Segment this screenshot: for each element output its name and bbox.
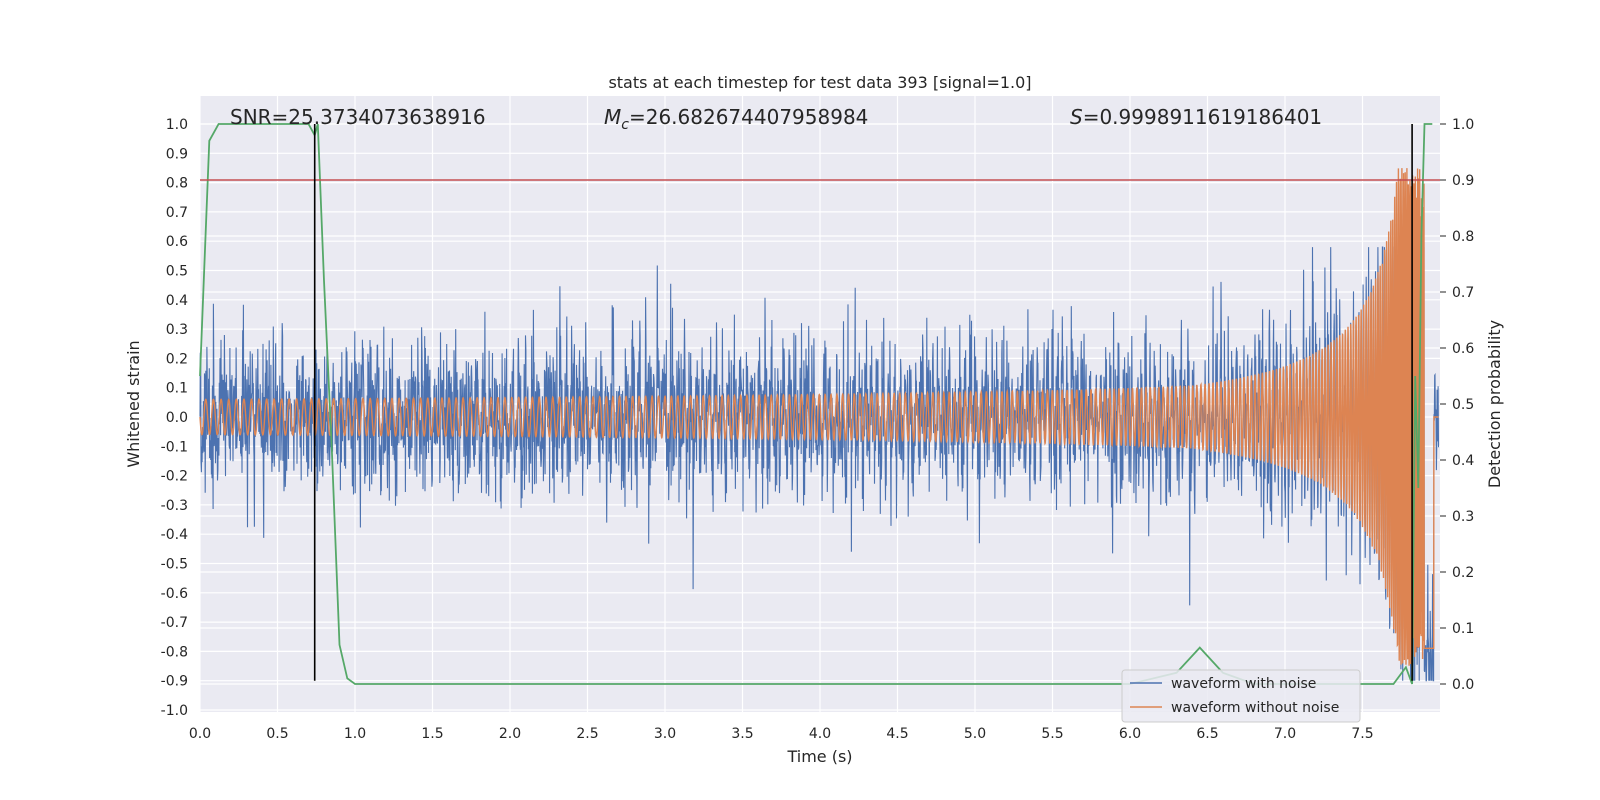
- legend-clean-label: waveform without noise: [1171, 700, 1339, 716]
- y-tick-labels: -1.0 -0.9 -0.8 -0.7 -0.6 -0.5 -0.4 -0.3 -0.2 -0.1…: [161, 117, 188, 719]
- chirp-mass-symbol: M: [604, 105, 621, 129]
- x-tick-labels: 0.0 0.5 1.0 1.5 2.0 2.5 3.0 3.5 4.0 4.5 5.0 5.5 6.0 6…: [189, 726, 1374, 742]
- s-symbol: S: [1070, 105, 1083, 129]
- y2-tick-label: 1.0: [1452, 117, 1474, 133]
- legend-noise-label: waveform with noise: [1171, 676, 1316, 692]
- y-tick-label: 0.2: [166, 351, 188, 367]
- x-tick-label: 2.0: [499, 726, 521, 742]
- y-tick-label: -0.4: [161, 527, 188, 543]
- y-tick-label: -0.7: [161, 615, 188, 631]
- y2-tick-label: 0.6: [1452, 341, 1474, 357]
- chart-title: stats at each timestep for test data 393…: [608, 73, 1031, 92]
- chirp-mass-value: =26.682674407958984: [629, 105, 868, 129]
- x-tick-label: 7.0: [1274, 726, 1296, 742]
- x-tick-label: 4.5: [886, 726, 908, 742]
- y-axis-label: Whitened strain: [124, 340, 143, 467]
- y-tick-label: 0.5: [166, 264, 188, 280]
- y-tick-label: 0.0: [166, 410, 188, 426]
- chirp-mass-annotation: Mc=26.682674407958984: [604, 105, 868, 133]
- clean-waveform-line: [199, 168, 1439, 666]
- y-tick-label: 0.7: [166, 205, 188, 221]
- y2-axis-label: Detection probability: [1485, 320, 1504, 488]
- x-tick-label: 3.0: [654, 726, 676, 742]
- x-tick-label: 0.5: [266, 726, 288, 742]
- x-tick-label: 6.0: [1119, 726, 1141, 742]
- y2-tick-label: 0.2: [1452, 565, 1474, 581]
- s-annotation: S=0.9998911619186401: [1070, 105, 1322, 129]
- s-value: =0.9998911619186401: [1083, 105, 1322, 129]
- y-tick-label: 0.8: [166, 176, 188, 192]
- y2-tick-label: 0.5: [1452, 397, 1474, 413]
- x-tick-label: 2.5: [576, 726, 598, 742]
- y-tick-label: 0.4: [166, 293, 188, 309]
- y2-tick-label: 0.3: [1452, 509, 1474, 525]
- snr-annotation: SNR=25.3734073638916: [230, 105, 486, 129]
- y-tick-label: 0.6: [166, 234, 188, 250]
- y-tick-label: -0.2: [161, 469, 188, 485]
- y2-tick-labels: 0.0 0.1 0.2 0.3 0.4 0.5 0.6 0.7 0.8 0.9 1.0: [1440, 117, 1474, 693]
- y2-tick-label: 0.4: [1452, 453, 1474, 469]
- x-axis-label: Time (s): [786, 747, 852, 766]
- clean-series: [199, 168, 1439, 666]
- y-tick-label: -0.5: [161, 557, 188, 573]
- x-tick-label: 1.5: [421, 726, 443, 742]
- y2-tick-label: 0.8: [1452, 229, 1474, 245]
- y-tick-label: -0.6: [161, 586, 188, 602]
- y-tick-label: 0.9: [166, 146, 188, 162]
- legend-box: [1121, 669, 1361, 723]
- y2-tick-label: 0.7: [1452, 285, 1474, 301]
- x-tick-label: 5.5: [1041, 726, 1063, 742]
- x-tick-label: 6.5: [1196, 726, 1218, 742]
- legend: waveform with noise waveform without noi…: [1121, 669, 1361, 723]
- y-tick-label: 0.3: [166, 322, 188, 338]
- y2-tick-label: 0.0: [1452, 677, 1474, 693]
- y-tick-label: -1.0: [161, 703, 188, 719]
- x-tick-label: 0.0: [189, 726, 211, 742]
- y-tick-label: -0.9: [161, 674, 188, 690]
- y2-tick-label: 0.9: [1452, 173, 1474, 189]
- y-tick-label: 1.0: [166, 117, 188, 133]
- x-tick-label: 3.5: [731, 726, 753, 742]
- x-tick-label: 7.5: [1351, 726, 1373, 742]
- y2-tick-label: 0.1: [1452, 621, 1474, 637]
- chirp-mass-subscript: c: [621, 117, 629, 133]
- x-tick-label: 1.0: [344, 726, 366, 742]
- y-tick-label: -0.3: [161, 498, 188, 514]
- y-tick-label: -0.8: [161, 644, 188, 660]
- y-tick-label: -0.1: [161, 439, 188, 455]
- x-tick-label: 5.0: [964, 726, 986, 742]
- reference-lines: [200, 124, 1440, 681]
- y-tick-label: 0.1: [166, 381, 188, 397]
- x-tick-label: 4.0: [809, 726, 831, 742]
